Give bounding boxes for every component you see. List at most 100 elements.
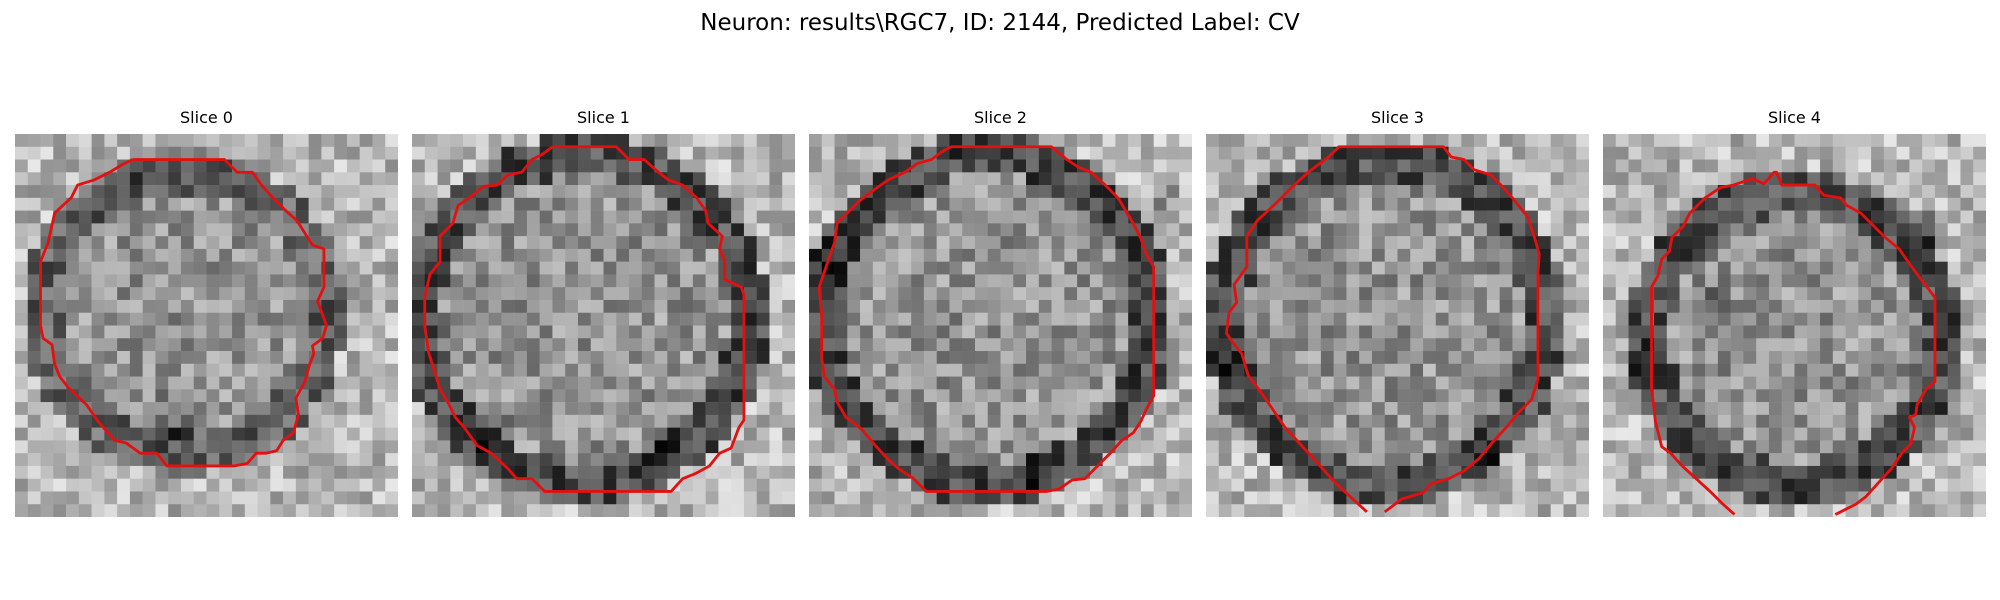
image-pixel bbox=[667, 478, 681, 492]
image-pixel bbox=[1231, 389, 1245, 403]
image-pixel bbox=[1231, 453, 1245, 467]
image-pixel bbox=[1947, 172, 1961, 186]
image-pixel bbox=[1128, 299, 1142, 313]
image-pixel bbox=[860, 261, 874, 275]
image-pixel bbox=[1333, 440, 1347, 454]
image-pixel bbox=[809, 465, 823, 479]
image-pixel bbox=[437, 172, 451, 186]
image-pixel bbox=[1947, 389, 1961, 403]
image-pixel bbox=[359, 414, 373, 428]
image-pixel bbox=[514, 453, 528, 467]
image-pixel bbox=[1666, 172, 1680, 186]
image-pixel bbox=[1089, 312, 1103, 326]
image-pixel bbox=[1282, 491, 1296, 505]
image-pixel bbox=[1128, 376, 1142, 390]
image-pixel bbox=[1858, 197, 1872, 211]
image-pixel bbox=[1537, 261, 1551, 275]
image-pixel bbox=[1013, 427, 1027, 441]
image-pixel bbox=[1089, 299, 1103, 313]
image-pixel bbox=[1743, 389, 1757, 403]
image-pixel bbox=[1359, 134, 1373, 148]
image-pixel bbox=[129, 453, 143, 467]
image-pixel bbox=[898, 134, 912, 148]
image-pixel bbox=[1102, 299, 1116, 313]
image-pixel bbox=[1448, 197, 1462, 211]
image-pixel bbox=[1871, 351, 1885, 365]
image-pixel bbox=[565, 338, 579, 352]
image-pixel bbox=[1730, 363, 1744, 377]
image-pixel bbox=[334, 146, 348, 160]
image-pixel bbox=[1333, 210, 1347, 224]
image-pixel bbox=[514, 312, 528, 326]
image-pixel bbox=[834, 465, 848, 479]
image-pixel bbox=[1153, 287, 1167, 301]
image-pixel bbox=[257, 338, 271, 352]
image-pixel bbox=[1525, 172, 1539, 186]
image-pixel bbox=[936, 185, 950, 199]
image-pixel bbox=[1679, 389, 1693, 403]
image-pixel bbox=[1871, 376, 1885, 390]
image-pixel bbox=[603, 491, 617, 505]
image-pixel bbox=[526, 236, 540, 250]
image-pixel bbox=[168, 363, 182, 377]
image-pixel bbox=[437, 287, 451, 301]
image-pixel bbox=[629, 338, 643, 352]
image-pixel bbox=[1820, 504, 1834, 517]
image-pixel bbox=[860, 134, 874, 148]
image-pixel bbox=[565, 210, 579, 224]
image-pixel bbox=[180, 274, 194, 288]
image-pixel bbox=[782, 427, 795, 441]
image-pixel bbox=[809, 172, 823, 186]
image-pixel bbox=[1115, 261, 1129, 275]
image-pixel bbox=[1000, 440, 1014, 454]
image-pixel bbox=[463, 325, 477, 339]
image-pixel bbox=[232, 504, 246, 517]
image-pixel bbox=[1474, 440, 1488, 454]
image-pixel bbox=[1384, 134, 1398, 148]
image-pixel bbox=[1244, 465, 1258, 479]
image-pixel bbox=[911, 440, 925, 454]
image-pixel bbox=[1486, 325, 1500, 339]
image-pixel bbox=[193, 261, 207, 275]
image-pixel bbox=[1896, 427, 1910, 441]
image-pixel bbox=[66, 146, 80, 160]
image-pixel bbox=[1115, 236, 1129, 250]
image-pixel bbox=[1474, 351, 1488, 365]
image-pixel bbox=[1512, 389, 1526, 403]
image-pixel bbox=[180, 363, 194, 377]
image-pixel bbox=[1883, 491, 1897, 505]
image-pixel bbox=[1947, 376, 1961, 390]
image-pixel bbox=[1679, 312, 1693, 326]
image-pixel bbox=[257, 312, 271, 326]
image-pixel bbox=[1730, 427, 1744, 441]
image-pixel bbox=[1179, 172, 1192, 186]
image-pixel bbox=[346, 389, 360, 403]
image-pixel bbox=[1679, 185, 1693, 199]
image-pixel bbox=[936, 223, 950, 237]
image-pixel bbox=[129, 351, 143, 365]
image-pixel bbox=[385, 440, 398, 454]
image-pixel bbox=[590, 146, 604, 160]
image-pixel bbox=[885, 274, 899, 288]
image-pixel bbox=[756, 172, 770, 186]
image-pixel bbox=[1410, 236, 1424, 250]
image-pixel bbox=[1807, 210, 1821, 224]
image-pixel bbox=[1666, 389, 1680, 403]
image-pixel bbox=[1486, 478, 1500, 492]
image-pixel bbox=[1359, 453, 1373, 467]
image-pixel bbox=[1871, 338, 1885, 352]
image-pixel bbox=[1461, 299, 1475, 313]
image-pixel bbox=[872, 363, 886, 377]
image-pixel bbox=[782, 465, 795, 479]
image-pixel bbox=[743, 440, 757, 454]
image-pixel bbox=[680, 134, 694, 148]
image-pixel bbox=[53, 351, 67, 365]
image-pixel bbox=[1654, 338, 1668, 352]
image-pixel bbox=[1832, 325, 1846, 339]
image-pixel bbox=[1845, 223, 1859, 237]
image-pixel bbox=[1064, 440, 1078, 454]
image-pixel bbox=[705, 223, 719, 237]
image-pixel bbox=[1768, 491, 1782, 505]
image-pixel bbox=[117, 376, 131, 390]
image-pixel bbox=[872, 172, 886, 186]
